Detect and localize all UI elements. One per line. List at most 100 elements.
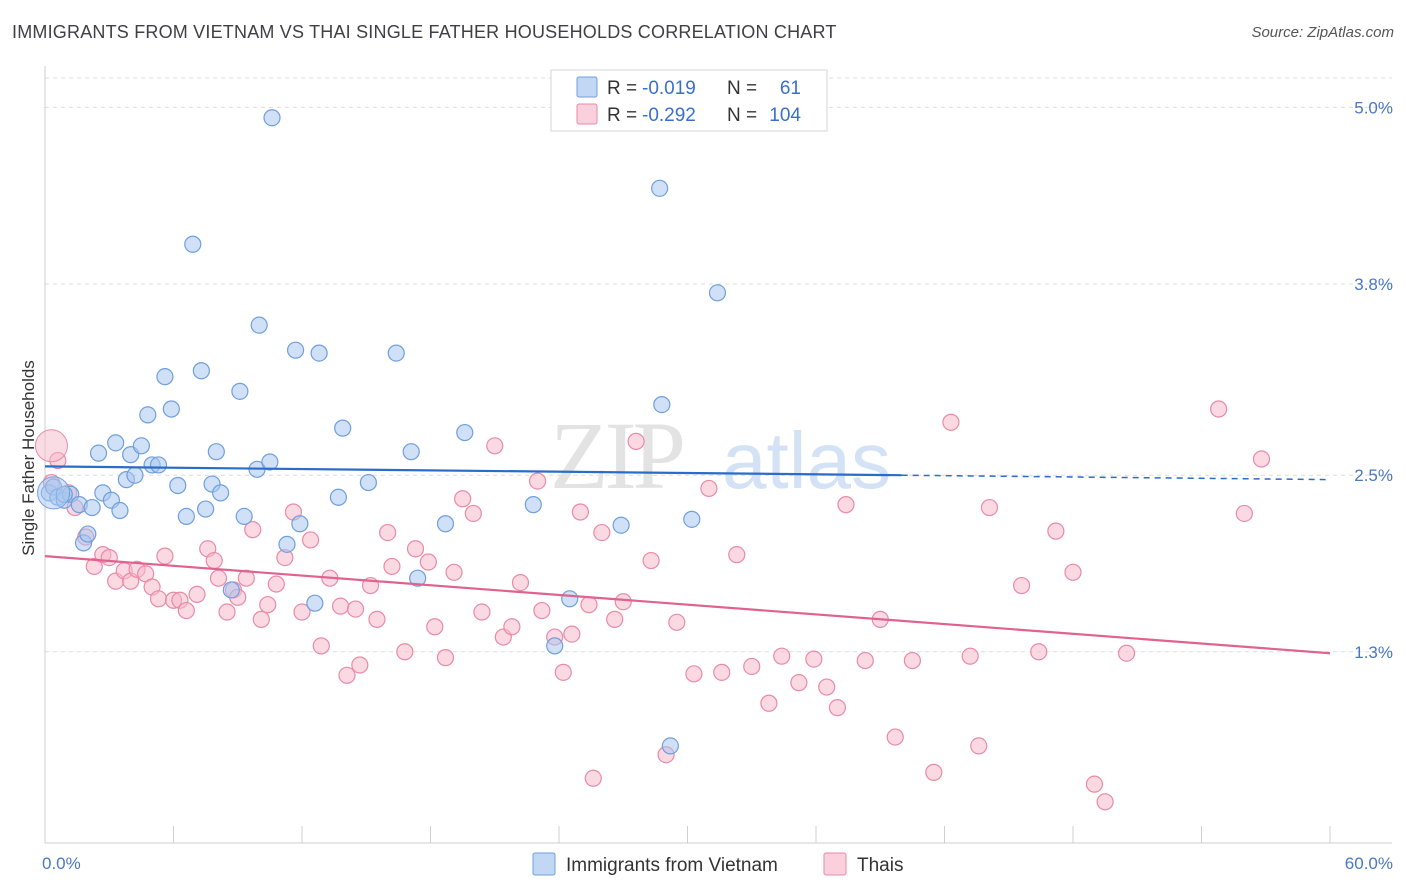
point-thais	[773, 647, 791, 665]
point-vietnam	[222, 581, 240, 599]
point-thais	[614, 593, 632, 611]
point-vietnam	[278, 535, 296, 553]
chart-title: IMMIGRANTS FROM VIETNAM VS THAI SINGLE F…	[12, 22, 837, 42]
point-thais	[346, 600, 365, 618]
point-thais	[685, 665, 703, 683]
point-thais	[700, 479, 718, 498]
legend-n-value-thais: 104	[769, 105, 801, 126]
point-vietnam	[653, 395, 671, 414]
point-thais	[503, 618, 521, 636]
point-vietnam	[177, 507, 195, 526]
point-vietnam	[409, 569, 427, 587]
point-vietnam	[359, 473, 377, 492]
legend-box: R = -0.019 N = 61 R = -0.292 N = 104	[550, 69, 828, 132]
source-label: Source: ZipAtlas.com	[1251, 24, 1394, 41]
axes	[44, 66, 1392, 844]
point-thais	[856, 651, 874, 670]
point-vietnam	[306, 594, 324, 612]
point-thais	[580, 596, 598, 614]
point-vietnam	[286, 341, 305, 359]
point-thais	[188, 585, 206, 603]
point-vietnam	[231, 382, 249, 400]
point-thais	[642, 551, 660, 570]
point-vietnam	[524, 496, 542, 514]
point-thais	[244, 521, 262, 539]
point-thais	[584, 769, 602, 787]
point-vietnam	[197, 500, 215, 518]
series-vietnam	[37, 109, 727, 755]
bottom-legend-swatch-vietnam[interactable]	[532, 852, 556, 876]
point-thais	[85, 557, 103, 576]
point-thais	[486, 437, 504, 455]
point-thais	[312, 637, 330, 655]
point-thais	[237, 569, 255, 587]
point-thais	[533, 601, 551, 620]
point-thais	[396, 643, 414, 661]
point-thais	[1012, 576, 1031, 595]
point-vietnam	[291, 515, 309, 533]
point-vietnam	[436, 515, 455, 533]
point-thais	[713, 663, 731, 681]
point-vietnam	[149, 456, 168, 474]
point-vietnam	[139, 406, 157, 424]
point-thais	[606, 610, 624, 628]
point-thais	[331, 597, 350, 615]
point-thais	[301, 531, 320, 549]
point-vietnam	[261, 453, 279, 471]
x-tick-label: 0.0%	[42, 854, 81, 873]
point-thais	[149, 590, 168, 608]
point-vietnam	[612, 516, 630, 534]
point-vietnam	[169, 476, 187, 495]
point-thais	[980, 498, 999, 517]
point-vietnam	[126, 466, 144, 484]
point-thais	[790, 674, 808, 692]
point-thais	[445, 563, 463, 581]
y-tick-label: 2.5%	[1354, 466, 1393, 485]
trend-line-vietnam	[44, 465, 902, 477]
point-vietnam	[212, 484, 230, 502]
point-thais	[338, 666, 356, 684]
point-thais	[627, 432, 645, 450]
point-thais	[209, 569, 228, 587]
bottom-legend-swatch-thais[interactable]	[823, 852, 847, 876]
point-thais-large	[34, 429, 68, 463]
point-vietnam	[89, 444, 108, 462]
point-vietnam	[235, 507, 253, 526]
point-thais	[760, 694, 778, 712]
grid	[45, 77, 1392, 653]
point-vietnam	[683, 510, 701, 528]
y-tick-label: 1.3%	[1354, 643, 1393, 662]
point-vietnam	[334, 419, 352, 437]
legend-r-value-thais: -0.292	[642, 105, 696, 126]
point-thais	[419, 553, 437, 571]
point-vietnam	[184, 235, 202, 253]
point-thais	[177, 601, 195, 620]
point-thais	[351, 656, 369, 674]
point-thais	[942, 413, 960, 431]
point-thais	[100, 548, 118, 567]
trend-lines	[44, 465, 1331, 655]
point-thais	[473, 603, 491, 621]
legend-r-label-vietnam: R =	[607, 78, 637, 99]
point-vietnam-large	[37, 476, 71, 510]
point-thais	[1085, 775, 1104, 793]
point-vietnam	[111, 501, 129, 520]
point-thais	[1096, 793, 1114, 811]
point-thais	[368, 610, 386, 628]
bottom-legend-label-vietnam[interactable]: Immigrants from Vietnam	[566, 855, 778, 876]
point-thais	[925, 763, 943, 781]
point-thais	[1210, 400, 1228, 418]
point-thais	[828, 699, 847, 717]
bottom-legend-label-thais[interactable]: Thais	[857, 855, 903, 876]
point-thais	[259, 596, 277, 614]
point-thais	[563, 625, 581, 643]
point-vietnam	[132, 437, 150, 455]
point-thais	[593, 523, 611, 542]
point-thais	[970, 737, 988, 755]
point-vietnam	[402, 443, 420, 461]
point-vietnam	[329, 488, 348, 506]
point-thais	[1064, 563, 1082, 581]
point-vietnam	[192, 362, 210, 380]
point-thais	[205, 551, 223, 570]
